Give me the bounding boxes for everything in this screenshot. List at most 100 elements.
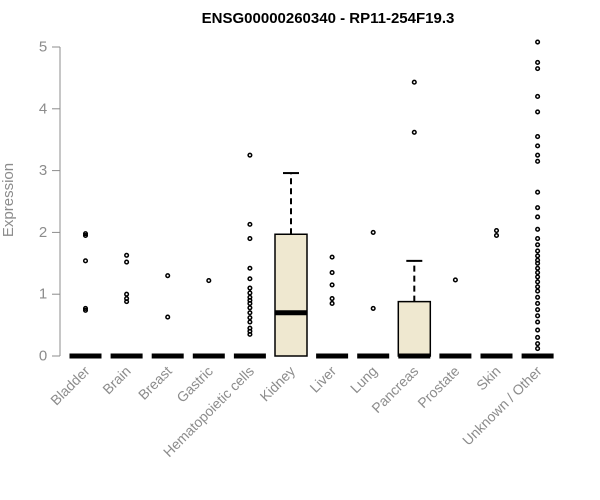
outlier-point (165, 273, 171, 279)
outlier-point (247, 152, 253, 158)
y-tick-label: 2 (39, 224, 47, 241)
outlier-point (329, 282, 335, 288)
box-prostate (439, 277, 472, 359)
outlier-point (124, 252, 130, 258)
outlier-point (535, 284, 541, 290)
box-kidney (274, 172, 308, 357)
outlier-point (329, 295, 335, 302)
box-skin (480, 227, 513, 359)
outlier-point (535, 270, 541, 276)
outlier-point (535, 294, 541, 300)
outlier-point (535, 134, 541, 140)
box-liver (316, 254, 349, 359)
outlier-point (411, 129, 417, 135)
outlier-point (535, 288, 541, 294)
outlier-point (247, 315, 253, 321)
outlier-point (247, 294, 253, 300)
box-body (274, 233, 308, 357)
outlier-point (535, 152, 541, 158)
outlier-point (535, 93, 541, 99)
outlier-point (535, 66, 541, 72)
outlier-point (247, 221, 253, 227)
outlier-point (535, 257, 541, 263)
outlier-point (247, 305, 253, 311)
outlier-point (535, 300, 541, 307)
outlier-point (535, 346, 541, 352)
outlier-point (247, 290, 253, 296)
outlier-point (535, 226, 541, 232)
outlier-point (124, 291, 130, 297)
outlier-point (452, 277, 458, 283)
outlier-point (247, 319, 253, 325)
outlier-point (535, 39, 541, 45)
y-tick-label: 5 (39, 39, 47, 56)
outlier-point (535, 59, 541, 66)
outlier-point (247, 276, 253, 282)
outlier-point (535, 109, 541, 115)
x-tick-label: Bladder (47, 363, 93, 409)
outlier-point (493, 227, 500, 234)
x-tick-label: Lung (347, 363, 380, 396)
outlier-point (493, 232, 500, 239)
box-lung (357, 229, 390, 359)
outlier-point (535, 248, 541, 254)
x-tick-label: Liver (306, 363, 339, 396)
outlier-point (535, 265, 541, 271)
outlier-point (411, 79, 417, 85)
x-tick-label: Skin (473, 363, 504, 394)
outlier-point (535, 143, 541, 149)
box-brain (110, 252, 143, 359)
box-gastric (192, 278, 225, 359)
outlier-point (370, 229, 376, 235)
outlier-point (535, 307, 541, 313)
outlier-point (370, 305, 376, 311)
outlier-point (247, 236, 253, 242)
chart-title: ENSG00000260340 - RP11-254F19.3 (202, 10, 455, 27)
outlier-point (535, 158, 541, 164)
outlier-point (329, 270, 335, 276)
outlier-point (535, 334, 541, 341)
box-series (69, 39, 554, 359)
x-tick-label: Breast (135, 363, 175, 403)
outlier-point (535, 274, 541, 280)
outlier-point (82, 232, 89, 239)
outlier-point (535, 341, 541, 347)
outlier-point (535, 236, 541, 242)
outlier-point (124, 295, 130, 302)
outlier-point (247, 285, 253, 291)
outlier-point (82, 307, 89, 313)
outlier-point (535, 242, 541, 248)
x-tick-label: Prostate (414, 363, 462, 411)
box-pancreas (397, 79, 432, 359)
outlier-point (165, 314, 171, 320)
y-axis-label: Expression (0, 163, 17, 237)
x-tick-label: Brain (99, 363, 133, 397)
y-tick-label: 1 (39, 286, 47, 303)
box-hematopoietic-cells (233, 152, 266, 359)
outlier-point (535, 327, 541, 333)
outlier-point (535, 313, 541, 319)
outlier-point (82, 231, 89, 237)
outlier-point (82, 305, 89, 311)
box-body (397, 300, 432, 357)
outlier-point (329, 254, 335, 260)
outlier-point (535, 319, 541, 325)
outlier-point (124, 259, 130, 265)
y-tick-label: 4 (39, 100, 47, 117)
outlier-point (535, 214, 541, 220)
outlier-point (535, 279, 541, 285)
outlier-point (535, 253, 541, 259)
outlier-point (535, 205, 541, 211)
outlier-point (247, 265, 253, 271)
y-tick-label: 3 (39, 162, 47, 179)
y-tick-label: 0 (39, 348, 47, 365)
outlier-point (206, 278, 212, 284)
outlier-point (247, 310, 253, 316)
outlier-point (247, 325, 253, 331)
y-axis: 0 1 2 3 4 5 (39, 39, 61, 365)
box-unknown-other (521, 39, 554, 359)
outlier-point (329, 300, 335, 307)
x-tick-label: Kidney (257, 363, 299, 405)
